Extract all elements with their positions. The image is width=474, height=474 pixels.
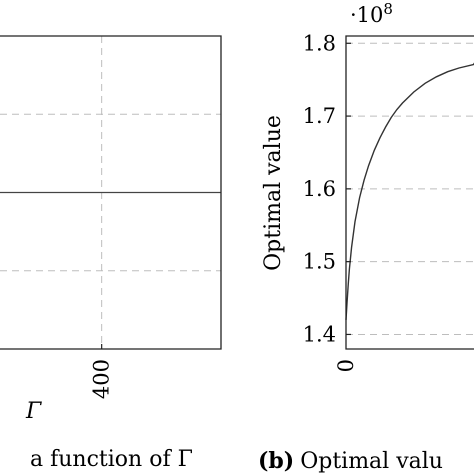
panel-b-y-tick-label: 1.8 xyxy=(303,31,336,55)
panel-b-exponent-label: ·108 xyxy=(350,0,393,27)
panel-b-y-tick-label: 1.6 xyxy=(303,177,336,201)
panel-b-y-ticks: 1.4 1.5 1.6 1.7 1.8 xyxy=(303,31,351,346)
panel-b: 1.4 1.5 1.6 1.7 1.8 0 ·108 Optimal value (b)… xyxy=(258,0,474,474)
panel-b-gridlines xyxy=(346,42,474,335)
panel-b-y-tick-label: 1.4 xyxy=(303,322,336,346)
panel-b-y-axis-label: Optimal value xyxy=(261,115,286,271)
panel-a-x-ticks: 400 xyxy=(90,344,114,399)
panel-a-x-axis-label: Γ xyxy=(25,399,42,424)
panel-a-caption: a function of Γ xyxy=(30,447,193,472)
panel-b-x-ticks: 0 xyxy=(334,359,358,372)
panel-a-axes-frame xyxy=(0,35,222,350)
panel-b-x-tick-label: 0 xyxy=(334,359,358,372)
panel-a: 400 Γ a function of Γ xyxy=(0,35,222,472)
panel-b-axes-frame xyxy=(345,35,474,350)
panel-b-caption: (b) Optimal valu xyxy=(258,448,443,474)
panel-b-series-line xyxy=(345,62,474,320)
panel-b-y-tick-label: 1.7 xyxy=(303,104,336,128)
panel-b-y-tick-label: 1.5 xyxy=(303,250,336,274)
panel-a-x-tick-label: 400 xyxy=(90,359,114,399)
